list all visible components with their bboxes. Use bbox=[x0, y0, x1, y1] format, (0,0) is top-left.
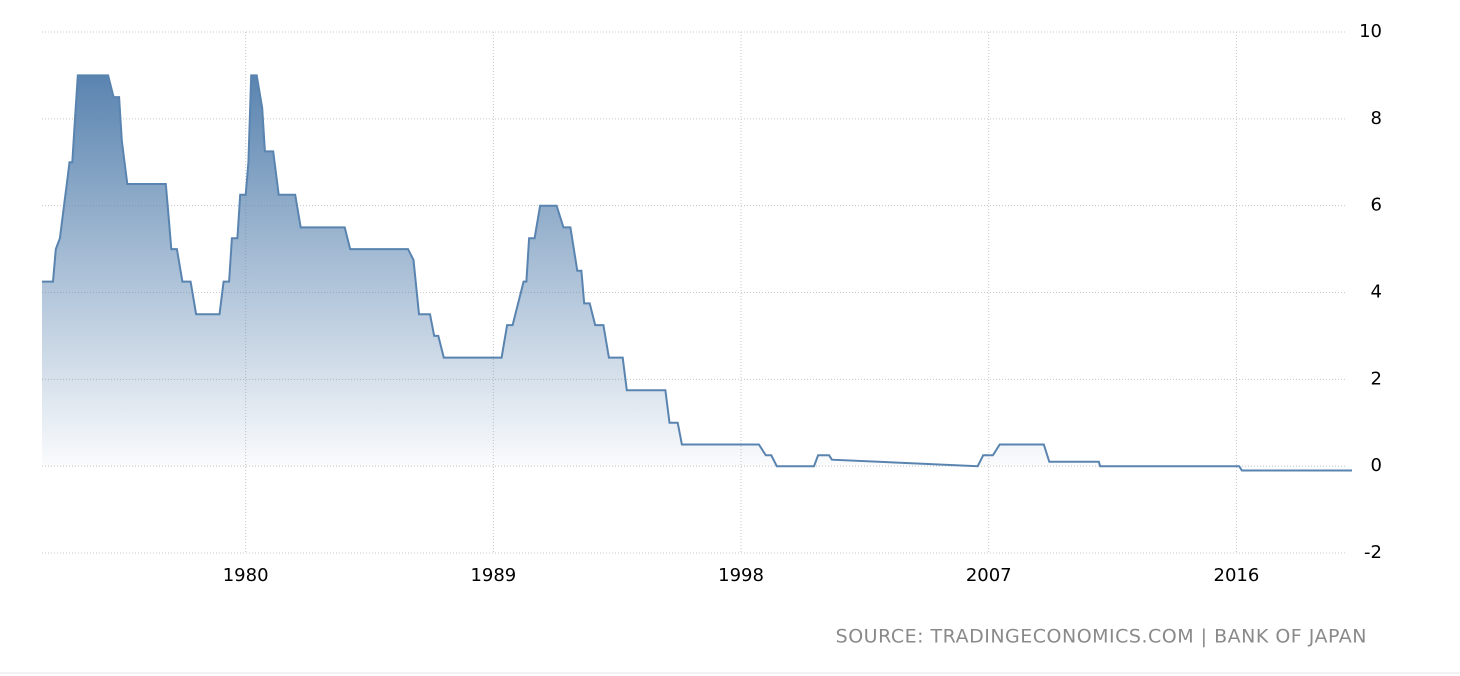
y-tick-label: 10 bbox=[1359, 21, 1382, 42]
x-tick-label: 2007 bbox=[966, 565, 1012, 586]
y-tick-label: 0 bbox=[1371, 455, 1382, 476]
x-tick-label: 2016 bbox=[1214, 565, 1260, 586]
area bbox=[42, 75, 1352, 471]
x-tick-label: 1980 bbox=[223, 565, 269, 586]
y-tick-label: 4 bbox=[1371, 282, 1382, 303]
y-tick-label: -2 bbox=[1364, 542, 1382, 563]
line bbox=[42, 74, 1352, 472]
y-tick-label: 8 bbox=[1371, 108, 1382, 129]
y-tick-label: 6 bbox=[1371, 195, 1382, 216]
x-tick-label: 1998 bbox=[718, 565, 764, 586]
y-tick-label: 2 bbox=[1371, 368, 1382, 389]
source: SOURCE: TRADINGECONOMICS.COM | BANK OF J… bbox=[836, 626, 1367, 648]
x-tick-label: 1989 bbox=[470, 565, 516, 586]
